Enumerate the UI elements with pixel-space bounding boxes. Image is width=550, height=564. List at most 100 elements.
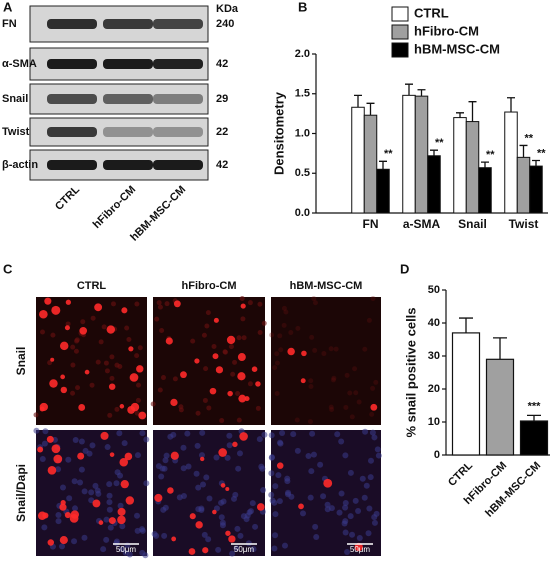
- snail-cell: [77, 452, 85, 460]
- panel-label: B: [298, 0, 307, 14]
- nucleus: [320, 493, 327, 500]
- nucleus: [139, 430, 146, 437]
- nucleus: [162, 504, 169, 511]
- snail-cell: [136, 365, 144, 373]
- error-bar: [527, 414, 541, 422]
- snail-cell: [124, 452, 133, 461]
- background-cell: [247, 300, 253, 306]
- background-cell: [134, 301, 140, 307]
- nucleus: [290, 431, 297, 438]
- nucleus: [180, 492, 187, 499]
- snail-cell: [240, 303, 246, 309]
- blot-band: [47, 59, 97, 69]
- background-cell: [247, 381, 253, 387]
- snail-cell: [119, 457, 128, 467]
- nucleus: [113, 538, 120, 545]
- snail-cell: [170, 451, 179, 460]
- error-bar: [468, 101, 477, 122]
- background-cell: [203, 366, 209, 372]
- nucleus: [94, 487, 101, 494]
- nucleus: [336, 509, 343, 516]
- snail-cell: [37, 446, 44, 453]
- nucleus: [33, 427, 40, 434]
- nucleus: [363, 482, 370, 489]
- background-cell: [65, 321, 71, 327]
- background-cell: [109, 375, 115, 381]
- background-cell: [333, 346, 339, 352]
- snail-cell: [298, 503, 304, 510]
- nucleus: [268, 491, 275, 498]
- snail-cell: [64, 325, 70, 331]
- background-cell: [74, 338, 80, 344]
- error-bar: [459, 317, 473, 333]
- background-cell: [307, 419, 313, 425]
- background-cell: [201, 332, 207, 338]
- snail-cell: [323, 478, 333, 488]
- nucleus: [342, 529, 349, 536]
- nucleus: [77, 479, 84, 486]
- nucleus: [250, 546, 257, 553]
- snail-cell: [39, 402, 48, 412]
- nucleus: [268, 432, 275, 439]
- nucleus: [55, 518, 62, 525]
- nucleus: [139, 549, 146, 556]
- background-cell: [274, 351, 280, 357]
- nucleus: [272, 483, 279, 490]
- background-cell: [328, 346, 334, 352]
- error-bar: [366, 102, 375, 116]
- blot-band: [103, 19, 153, 29]
- snail-cell: [225, 486, 230, 491]
- bar: [485, 358, 515, 456]
- nucleus: [342, 452, 349, 459]
- background-cell: [343, 404, 349, 410]
- snail-cell: [188, 548, 196, 555]
- y-tick-label: 30: [428, 350, 440, 362]
- snail-cell: [79, 326, 88, 335]
- snail-cell: [109, 452, 115, 457]
- nucleus: [373, 510, 380, 517]
- snail-cell: [47, 539, 55, 546]
- background-cell: [308, 378, 314, 384]
- snail-cell: [239, 432, 248, 441]
- nucleus: [252, 523, 259, 530]
- nucleus: [194, 442, 201, 449]
- y-tick-label: 20: [428, 383, 440, 395]
- nucleus: [324, 501, 331, 508]
- background-cell: [107, 412, 113, 418]
- snail-cell: [237, 372, 246, 381]
- nucleus: [106, 506, 113, 513]
- kda-value: 42: [216, 159, 228, 171]
- nucleus: [82, 447, 89, 454]
- background-cell: [255, 405, 261, 411]
- y-tick-label: 1.0: [295, 127, 310, 139]
- bar: [516, 156, 531, 214]
- nucleus: [107, 524, 114, 531]
- background-cell: [33, 412, 39, 418]
- snail-cell: [354, 542, 363, 552]
- kda-value: 29: [216, 93, 228, 105]
- legend-swatch: [391, 42, 409, 58]
- legend-swatch: [391, 24, 409, 40]
- snail-cell: [78, 404, 86, 411]
- background-cell: [236, 417, 242, 423]
- blot-band: [153, 94, 203, 104]
- nucleus: [72, 436, 79, 443]
- background-cell: [73, 348, 79, 354]
- snail-cell: [226, 335, 236, 345]
- background-cell: [70, 362, 76, 368]
- background-cell: [312, 347, 318, 353]
- background-cell: [257, 301, 263, 307]
- nucleus: [213, 505, 220, 512]
- snail-cell: [138, 411, 147, 420]
- nucleus: [219, 522, 226, 529]
- background-cell: [329, 407, 335, 413]
- snail-cell: [98, 520, 104, 525]
- nucleus: [355, 507, 362, 514]
- background-cell: [137, 345, 143, 351]
- background-cell: [126, 337, 132, 343]
- snail-cell: [171, 536, 177, 542]
- background-cell: [206, 405, 212, 411]
- background-cell: [135, 382, 141, 388]
- nucleus: [185, 463, 192, 470]
- significance-marker: **: [435, 137, 444, 149]
